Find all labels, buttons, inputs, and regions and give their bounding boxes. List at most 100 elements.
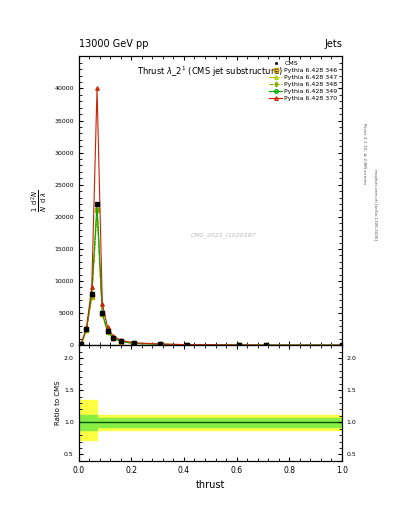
Pythia 6.428 347 [110, 335, 115, 341]
Pythia 6.428 370 [90, 284, 94, 290]
Pythia 6.428 370 [95, 86, 99, 92]
Pythia 6.428 346 [79, 341, 84, 347]
CMS [95, 201, 99, 207]
Pythia 6.428 348 [237, 342, 242, 348]
Pythia 6.428 370 [158, 341, 163, 347]
Pythia 6.428 348 [158, 341, 163, 347]
Text: CMS_2021_I1920187: CMS_2021_I1920187 [191, 232, 256, 238]
Line: CMS: CMS [79, 202, 343, 347]
CMS [118, 338, 123, 345]
Pythia 6.428 347 [90, 293, 94, 299]
Pythia 6.428 347 [84, 327, 89, 333]
CMS [132, 340, 136, 347]
Text: mcplots.cern.ch [arXiv:1306.3436]: mcplots.cern.ch [arXiv:1306.3436] [373, 169, 377, 240]
CMS [110, 334, 115, 340]
Pythia 6.428 348 [118, 338, 123, 345]
Pythia 6.428 349 [118, 338, 123, 345]
Pythia 6.428 349 [158, 341, 163, 347]
Pythia 6.428 349 [263, 342, 268, 348]
CMS [79, 341, 84, 347]
Pythia 6.428 349 [340, 342, 344, 348]
CMS [84, 326, 89, 332]
CMS [184, 342, 189, 348]
Pythia 6.428 370 [184, 342, 189, 348]
Pythia 6.428 347 [158, 341, 163, 347]
CMS [105, 328, 110, 334]
Pythia 6.428 370 [105, 324, 110, 330]
Pythia 6.428 348 [100, 311, 105, 317]
Pythia 6.428 347 [237, 342, 242, 348]
Pythia 6.428 370 [118, 337, 123, 344]
Pythia 6.428 348 [95, 207, 99, 213]
Pythia 6.428 349 [90, 291, 94, 297]
CMS [100, 310, 105, 316]
Pythia 6.428 348 [84, 327, 89, 333]
Pythia 6.428 348 [184, 342, 189, 348]
Pythia 6.428 370 [84, 324, 89, 330]
Pythia 6.428 347 [79, 341, 84, 347]
Pythia 6.428 348 [263, 342, 268, 348]
Pythia 6.428 349 [100, 310, 105, 316]
Pythia 6.428 348 [90, 293, 94, 300]
Text: 13000 GeV pp: 13000 GeV pp [79, 38, 148, 49]
Pythia 6.428 347 [340, 342, 344, 348]
Pythia 6.428 347 [105, 329, 110, 335]
Pythia 6.428 346 [237, 342, 242, 348]
Pythia 6.428 348 [340, 342, 344, 348]
Pythia 6.428 370 [237, 342, 242, 348]
Pythia 6.428 348 [110, 335, 115, 341]
CMS [158, 341, 163, 347]
Pythia 6.428 346 [100, 311, 105, 317]
Text: Thrust $\lambda\_2^1$ (CMS jet substructure): Thrust $\lambda\_2^1$ (CMS jet substruct… [137, 65, 283, 79]
Pythia 6.428 346 [118, 338, 123, 345]
Pythia 6.428 346 [84, 327, 89, 333]
Pythia 6.428 346 [340, 342, 344, 348]
Pythia 6.428 346 [95, 207, 99, 214]
Y-axis label: Ratio to CMS: Ratio to CMS [55, 381, 61, 425]
Text: Rivet 3.1.10, ≥ 2.8M events: Rivet 3.1.10, ≥ 2.8M events [362, 123, 365, 184]
Pythia 6.428 349 [79, 341, 84, 347]
Legend: CMS, Pythia 6.428 346, Pythia 6.428 347, Pythia 6.428 348, Pythia 6.428 349, Pyt: CMS, Pythia 6.428 346, Pythia 6.428 347,… [268, 59, 339, 102]
CMS [263, 342, 268, 348]
Pythia 6.428 349 [105, 328, 110, 334]
Pythia 6.428 370 [340, 342, 344, 348]
CMS [237, 342, 242, 348]
Line: Pythia 6.428 370: Pythia 6.428 370 [79, 87, 343, 347]
Pythia 6.428 346 [105, 329, 110, 335]
Pythia 6.428 349 [95, 201, 99, 207]
Line: Pythia 6.428 348: Pythia 6.428 348 [79, 208, 343, 347]
Pythia 6.428 370 [79, 340, 84, 347]
Pythia 6.428 370 [110, 332, 115, 338]
Pythia 6.428 349 [237, 342, 242, 348]
Pythia 6.428 346 [90, 294, 94, 300]
CMS [340, 342, 344, 348]
Pythia 6.428 370 [100, 301, 105, 307]
X-axis label: thrust: thrust [196, 480, 225, 490]
Pythia 6.428 346 [158, 341, 163, 347]
Y-axis label: $\frac{1}{N}\,\frac{\mathrm{d}^2 N}{\mathrm{d}\,\lambda}$: $\frac{1}{N}\,\frac{\mathrm{d}^2 N}{\mat… [29, 189, 49, 212]
Pythia 6.428 348 [79, 341, 84, 347]
Pythia 6.428 346 [263, 342, 268, 348]
Pythia 6.428 349 [110, 334, 115, 340]
Pythia 6.428 348 [105, 329, 110, 335]
Pythia 6.428 370 [132, 340, 136, 346]
Pythia 6.428 348 [132, 340, 136, 347]
Pythia 6.428 346 [184, 342, 189, 348]
Pythia 6.428 346 [110, 335, 115, 341]
Line: Pythia 6.428 349: Pythia 6.428 349 [79, 202, 343, 347]
Pythia 6.428 347 [184, 342, 189, 348]
Pythia 6.428 349 [132, 340, 136, 347]
Pythia 6.428 349 [184, 342, 189, 348]
Pythia 6.428 347 [263, 342, 268, 348]
CMS [90, 291, 94, 297]
Pythia 6.428 347 [132, 340, 136, 347]
Pythia 6.428 370 [263, 342, 268, 348]
Pythia 6.428 347 [100, 311, 105, 317]
Pythia 6.428 346 [132, 340, 136, 347]
Pythia 6.428 349 [84, 326, 89, 332]
Pythia 6.428 347 [95, 206, 99, 212]
Line: Pythia 6.428 346: Pythia 6.428 346 [79, 209, 343, 347]
Text: Jets: Jets [324, 38, 342, 49]
Pythia 6.428 347 [118, 338, 123, 345]
Line: Pythia 6.428 347: Pythia 6.428 347 [79, 207, 343, 347]
